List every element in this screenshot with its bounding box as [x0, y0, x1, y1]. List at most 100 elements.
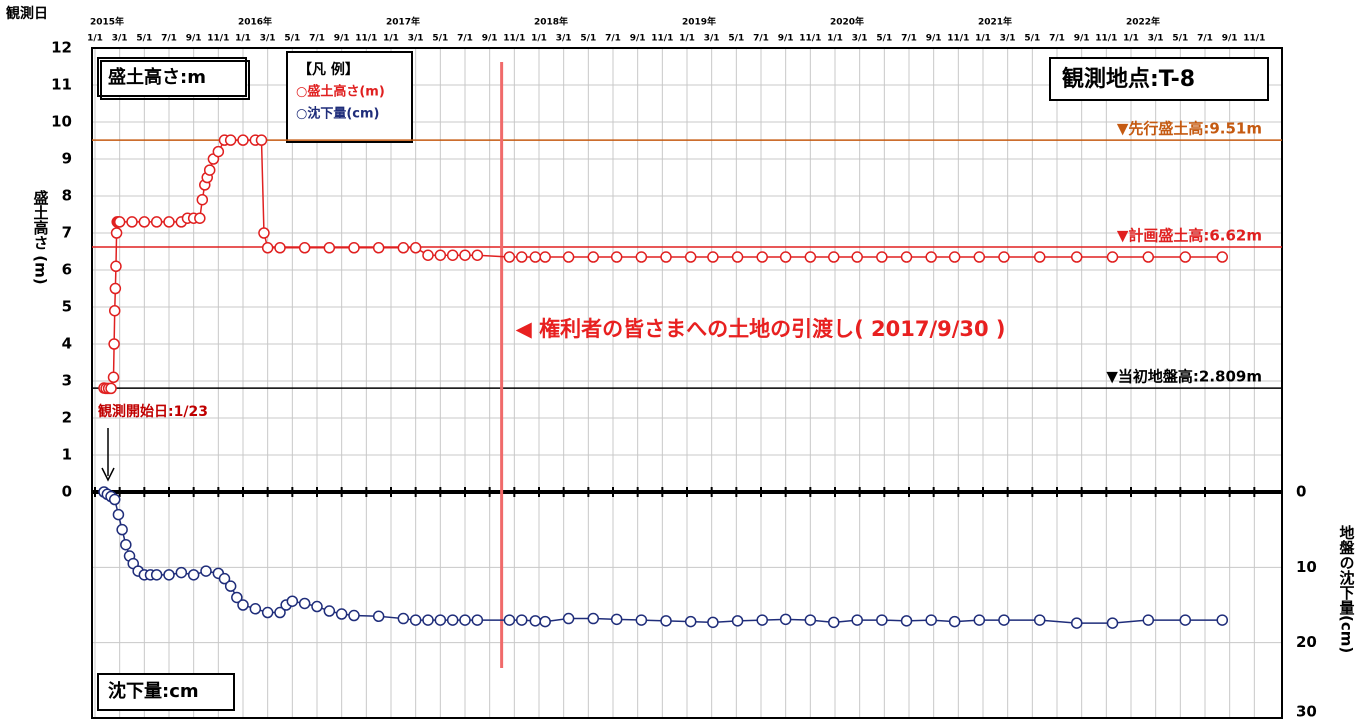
data-point	[335, 608, 348, 620]
data-point	[348, 609, 360, 622]
data-point	[539, 615, 551, 628]
data-point	[261, 606, 274, 619]
data-point	[120, 538, 132, 551]
x-tick-label: 11/1	[207, 34, 229, 44]
x-tick-label: 7/1	[161, 34, 177, 44]
data-point	[196, 193, 209, 206]
data-point	[900, 251, 913, 263]
data-point	[459, 249, 471, 261]
data-point	[731, 251, 744, 263]
y-tick-label: 6	[62, 261, 72, 279]
data-point	[1070, 617, 1083, 629]
data-point	[175, 566, 188, 579]
data-point	[756, 614, 768, 626]
data-point	[1179, 614, 1192, 626]
data-point	[187, 569, 200, 581]
data-point	[828, 251, 840, 263]
data-point	[348, 242, 360, 254]
data-point	[298, 597, 311, 610]
x-tick-label: 1/1	[531, 34, 547, 44]
data-point	[503, 614, 516, 626]
data-point	[471, 249, 484, 261]
x-title: 観測日	[6, 5, 48, 22]
data-point	[948, 615, 961, 628]
x-tick-label: 1/1	[1123, 34, 1139, 44]
y-tick-label: 5	[62, 298, 72, 316]
data-point	[539, 251, 551, 263]
data-point	[1179, 251, 1192, 263]
lower-box	[97, 673, 235, 711]
data-point	[1142, 251, 1155, 263]
y-tick-label: 8	[62, 187, 72, 205]
data-point	[372, 242, 385, 254]
x-tick-label: 9/1	[1074, 34, 1090, 44]
start-label: 観測開始日:1/23	[98, 403, 208, 420]
data-point	[163, 216, 175, 228]
data-point	[998, 251, 1010, 263]
data-point	[1216, 614, 1229, 626]
x-tick-label: 3/1	[704, 34, 720, 44]
data-point	[203, 164, 216, 176]
data-point	[397, 242, 410, 254]
x-tick-label: 1/1	[383, 34, 399, 44]
x-tick-label: 3/1	[260, 34, 276, 44]
x-tick-label: 5/1	[1172, 34, 1188, 44]
data-point	[756, 251, 768, 263]
data-point	[126, 216, 138, 228]
x-tick-label: 11/1	[651, 34, 673, 44]
x-tick-label: 5/1	[876, 34, 892, 44]
year-label: 2018年	[534, 16, 568, 28]
data-point	[610, 613, 623, 626]
data-point	[261, 242, 274, 254]
x-tick-label: 1/1	[975, 34, 991, 44]
data-point	[231, 591, 243, 604]
data-point	[1142, 614, 1155, 626]
y-tick-label: 12	[51, 39, 72, 57]
y-tick-label: 11	[51, 76, 72, 94]
plot-frame	[91, 47, 1283, 719]
data-point	[372, 610, 385, 623]
upper-box-text: 盛土高さ:m	[108, 66, 206, 88]
data-point	[876, 614, 888, 626]
data-point	[503, 251, 516, 263]
x-tick-label: 9/1	[630, 34, 646, 44]
data-point	[224, 134, 237, 146]
x-tick-label: 9/1	[482, 34, 498, 44]
data-point	[562, 251, 575, 263]
data-point	[587, 612, 600, 625]
data-point	[779, 251, 792, 263]
y-tick-label: 4	[62, 335, 72, 353]
y-label: 盛土高さ (m)	[32, 189, 50, 284]
x-tick-label: 5/1	[1024, 34, 1040, 44]
data-point	[707, 251, 719, 263]
legend-title: 【凡 例】	[298, 61, 359, 78]
data-point	[105, 382, 117, 395]
x-tick-label: 1/1	[827, 34, 843, 44]
y2-label: 地盤の沈下量(cm)	[1338, 524, 1356, 653]
data-point	[112, 508, 125, 521]
data-point	[779, 613, 792, 626]
y-tick-label: 3	[62, 372, 72, 390]
data-point	[515, 251, 528, 263]
data-point	[635, 614, 648, 626]
x-tick-label: 7/1	[457, 34, 473, 44]
x-tick-label: 11/1	[355, 34, 377, 44]
data-point	[224, 580, 237, 592]
x-tick-label: 5/1	[432, 34, 448, 44]
year-label: 2020年	[830, 16, 864, 28]
x-tick-label: 11/1	[1095, 34, 1117, 44]
data-point	[446, 249, 459, 261]
data-point	[804, 251, 817, 263]
x-tick-label: 11/1	[799, 34, 821, 44]
data-point	[311, 600, 323, 613]
data-point	[116, 523, 128, 536]
y2-tick-label: 10	[1296, 558, 1317, 576]
year-label: 2017年	[386, 16, 420, 28]
data-point	[707, 616, 719, 629]
year-label: 2021年	[978, 16, 1012, 28]
x-tick-label: 7/1	[1049, 34, 1065, 44]
x-tick-label: 3/1	[112, 34, 128, 44]
year-label: 2016年	[238, 16, 272, 28]
